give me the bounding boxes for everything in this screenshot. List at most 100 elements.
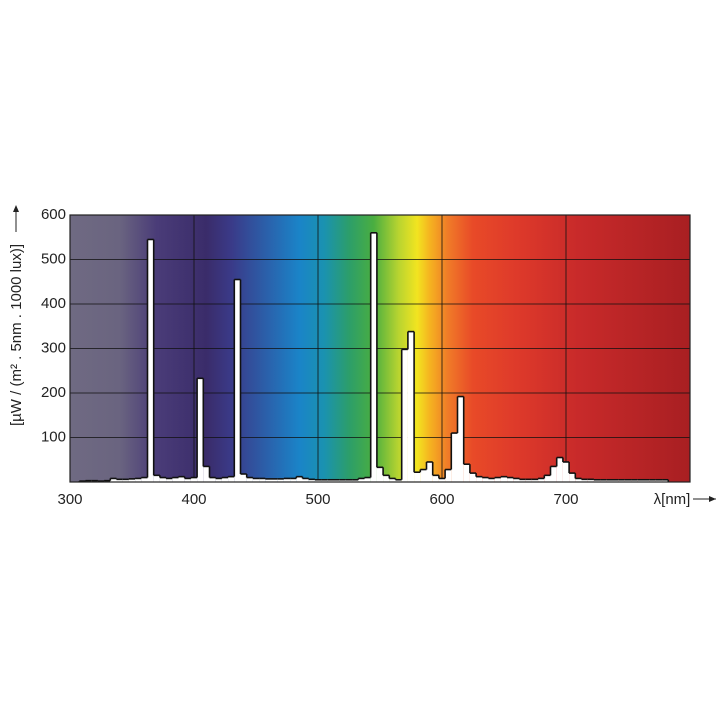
bar	[141, 477, 148, 482]
bar	[556, 457, 563, 482]
bar	[352, 479, 359, 482]
bar	[482, 477, 489, 482]
y-arrow-head	[13, 205, 19, 212]
bar	[259, 478, 266, 482]
y-tick-label: 400	[41, 295, 66, 312]
x-tick-label: 400	[181, 491, 206, 508]
bar	[122, 479, 129, 482]
bar	[116, 479, 123, 482]
bar	[463, 464, 470, 482]
bar	[438, 478, 446, 482]
bar	[612, 479, 619, 482]
bar	[265, 478, 272, 482]
bar	[166, 478, 173, 482]
bar	[581, 479, 588, 482]
bar	[531, 479, 539, 482]
bar	[395, 479, 402, 482]
x-tick-label: 700	[553, 491, 578, 508]
bar	[432, 475, 439, 482]
y-axis-label: [µW / (m² . 5nm . 1000 lux)]	[8, 244, 25, 426]
bar	[575, 478, 582, 482]
bar	[637, 479, 644, 482]
bar	[178, 476, 185, 482]
bar	[562, 461, 570, 482]
bar	[234, 279, 241, 482]
x-tick-label: 500	[305, 491, 330, 508]
bar	[296, 476, 303, 482]
bar	[624, 479, 632, 482]
plot-frame	[69, 214, 691, 483]
bar	[376, 467, 384, 482]
bar	[643, 479, 650, 482]
bar	[488, 478, 495, 482]
bar	[401, 349, 408, 482]
bar	[618, 479, 625, 482]
bar	[246, 477, 253, 482]
bar	[252, 478, 260, 482]
bar	[655, 479, 663, 482]
bar	[339, 479, 346, 482]
bar	[494, 477, 501, 482]
bar	[525, 479, 532, 482]
bar	[569, 473, 576, 482]
bar	[321, 479, 328, 482]
bar	[538, 478, 545, 482]
bar	[215, 478, 222, 482]
bar	[203, 466, 210, 482]
bar	[302, 478, 309, 482]
y-tick-label: 600	[41, 206, 66, 223]
x-tick-label: 600	[429, 491, 454, 508]
bar	[587, 479, 594, 482]
bar	[153, 475, 160, 482]
bar	[457, 396, 464, 482]
bar	[550, 466, 557, 482]
bar	[414, 472, 421, 482]
bar	[426, 461, 433, 482]
bar	[469, 473, 477, 482]
y-tick-label: 200	[41, 384, 66, 401]
x-axis-label: λ[nm]	[654, 491, 691, 508]
bar	[445, 469, 452, 482]
bar	[544, 475, 551, 482]
bar	[407, 331, 415, 482]
bar	[277, 478, 284, 482]
bar	[389, 478, 396, 482]
bar	[209, 477, 216, 482]
bar	[314, 479, 322, 482]
bar	[662, 479, 669, 482]
bar	[383, 475, 390, 482]
bar	[333, 479, 340, 482]
bar	[271, 478, 278, 482]
bar	[507, 477, 514, 482]
x-tick-label: 300	[57, 491, 82, 508]
bars	[78, 232, 670, 482]
bar	[358, 478, 365, 482]
bar	[283, 478, 291, 482]
bar	[476, 476, 483, 482]
y-tick-label: 500	[41, 250, 66, 267]
bar	[606, 479, 613, 482]
bar	[500, 476, 508, 482]
bar	[370, 232, 377, 482]
bar	[513, 478, 520, 482]
bar	[135, 478, 142, 482]
x-arrow-head	[709, 496, 716, 502]
bar	[308, 479, 315, 482]
bar	[159, 477, 167, 482]
bar	[345, 479, 353, 482]
bar	[600, 479, 607, 482]
bar	[364, 477, 371, 482]
bar	[128, 478, 136, 482]
bar	[451, 433, 458, 482]
bar	[519, 479, 526, 482]
bar	[593, 479, 601, 482]
bar	[184, 478, 191, 482]
bar	[147, 239, 154, 482]
bar	[221, 477, 229, 482]
y-tick-label: 300	[41, 339, 66, 356]
bar	[172, 477, 179, 482]
bar	[327, 479, 334, 482]
y-tick-label: 100	[41, 428, 66, 445]
bar	[240, 473, 247, 482]
